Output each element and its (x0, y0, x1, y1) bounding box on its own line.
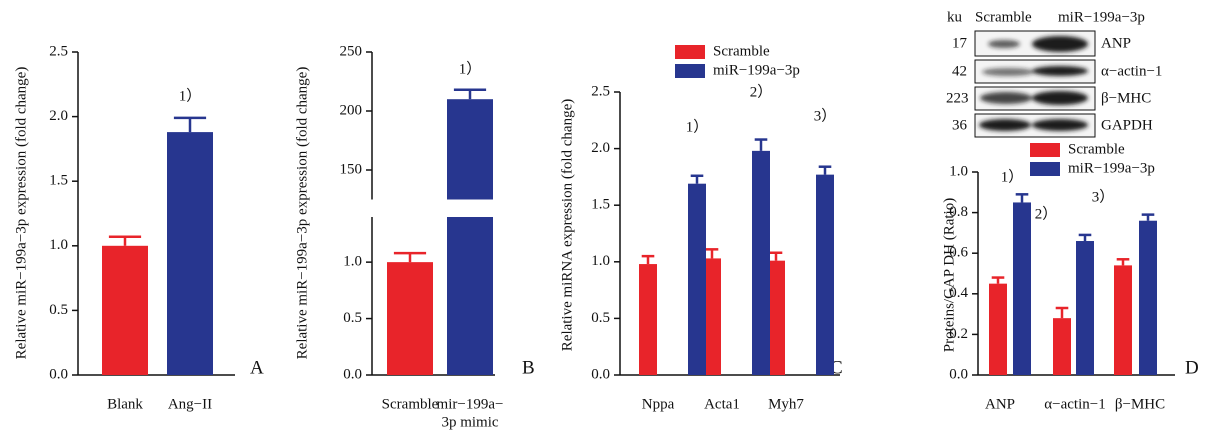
bar (816, 175, 834, 375)
y-tick-label: 0.0 (949, 366, 968, 382)
ku-label: 17 (952, 35, 968, 51)
blot-header: Scramble (975, 9, 1032, 25)
y-tick-label: 1.5 (591, 197, 610, 213)
x-tick-label: 3p mimic (441, 414, 498, 430)
bar (1053, 318, 1071, 375)
bar-lower-part (447, 217, 493, 375)
y-tick-label: 1.0 (949, 163, 968, 179)
bar (167, 132, 213, 375)
legend-swatch (1030, 143, 1060, 157)
page: ku Scramble miR−199a−3p 17 42 223 36 ANP… (0, 0, 1208, 434)
bar (1114, 265, 1132, 375)
x-tick-label: mir−199a− (437, 396, 504, 412)
y-tick-label: 2.0 (49, 108, 68, 124)
y-tick-label: 2.0 (591, 140, 610, 156)
y-tick-label: 1.0 (343, 254, 362, 270)
annotation: 2） (1035, 205, 1058, 222)
ku-label: 223 (946, 90, 969, 106)
ku-label: 42 (952, 63, 967, 79)
x-tick-label: Acta1 (704, 396, 740, 412)
y-axis-label: Relative miR−199a−3p expression (fold ch… (13, 67, 29, 360)
bar (1139, 221, 1157, 375)
legend-swatch (675, 45, 705, 59)
x-tick-label: Scramble (382, 396, 439, 412)
panel-label: D (1185, 357, 1199, 378)
blot-header: ku (947, 9, 963, 25)
protein-label: GAPDH (1101, 117, 1153, 133)
x-tick-label: Blank (107, 396, 143, 412)
bar (688, 184, 706, 375)
annotation: 1） (1001, 168, 1024, 185)
ku-label: 36 (952, 117, 968, 133)
protein-label: ANP (1101, 35, 1131, 51)
y-tick-label: 0.0 (343, 366, 362, 382)
legend-swatch (675, 64, 705, 78)
bar (1013, 202, 1031, 375)
bar (102, 246, 148, 375)
y-tick-label: 0.5 (343, 310, 362, 326)
y-tick-label: 0.0 (591, 366, 610, 382)
y-tick-label: 150 (340, 161, 363, 177)
annotation: 1） (686, 118, 709, 135)
y-tick-label: 1.0 (591, 253, 610, 269)
legend-swatch (1030, 162, 1060, 176)
y-tick-label: 2.5 (49, 43, 68, 59)
y-tick-label: 0.0 (49, 366, 68, 382)
y-tick-label: 250 (340, 43, 363, 59)
bar (447, 99, 493, 199)
y-tick-label: 200 (340, 102, 363, 118)
bar (387, 262, 433, 375)
x-tick-label: α−actin−1 (1044, 396, 1105, 412)
western-blot: ku Scramble miR−199a−3p 17 42 223 36 ANP… (946, 9, 1162, 137)
legend-label: miR−199a−3p (713, 62, 800, 78)
blot-header: miR−199a−3p (1058, 9, 1145, 25)
protein-label: β−MHC (1101, 90, 1151, 106)
bar (639, 264, 657, 375)
legend-label: miR−199a−3p (1068, 160, 1155, 176)
annotation: 3） (1092, 188, 1115, 205)
panel-label: A (250, 357, 264, 378)
protein-label: α−actin−1 (1101, 63, 1162, 79)
y-tick-label: 0.5 (591, 310, 610, 326)
x-tick-label: Myh7 (768, 396, 804, 412)
y-axis-label: Relative miRNA expression (fold change) (559, 99, 575, 351)
bar (989, 284, 1007, 375)
annotation: 2） (750, 83, 773, 100)
legend-label: Scramble (713, 43, 770, 59)
y-axis-label: Proteins/GAP DH (Ratio) (941, 198, 957, 352)
annotation: 1） (459, 60, 482, 77)
bar (1076, 241, 1094, 375)
x-tick-label: Nppa (642, 396, 675, 412)
x-tick-label: β−MHC (1115, 396, 1165, 412)
y-tick-label: 2.5 (591, 83, 610, 99)
figure: ku Scramble miR−199a−3p 17 42 223 36 ANP… (0, 0, 1208, 434)
y-tick-label: 1.0 (49, 237, 68, 253)
annotation: 3） (814, 107, 837, 124)
bar (752, 151, 770, 375)
x-tick-label: Ang−II (168, 396, 212, 412)
annotation: 1） (179, 87, 202, 104)
y-tick-label: 0.5 (49, 302, 68, 318)
legend-label: Scramble (1068, 141, 1125, 157)
y-axis-label: Relative miR−199a−3p expression (fold ch… (294, 67, 310, 360)
panel-label: B (522, 357, 535, 378)
x-tick-label: ANP (985, 396, 1015, 412)
y-tick-label: 1.5 (49, 173, 68, 189)
